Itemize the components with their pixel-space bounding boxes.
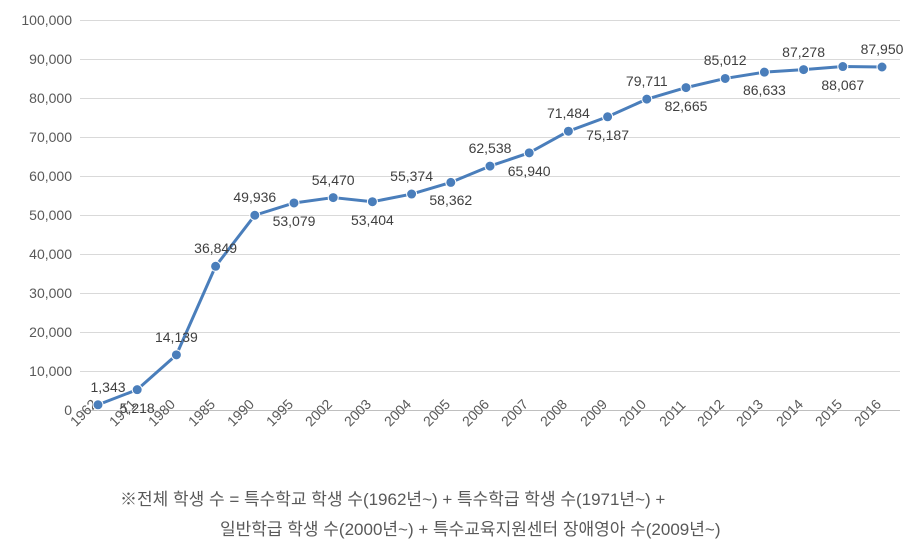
data-label: 88,067 xyxy=(821,77,864,93)
data-marker xyxy=(407,189,417,199)
data-marker xyxy=(524,148,534,158)
data-marker xyxy=(485,161,495,171)
y-tick-label: 90,000 xyxy=(2,51,72,67)
data-label: 58,362 xyxy=(429,192,472,208)
data-marker xyxy=(328,193,338,203)
data-label: 1,343 xyxy=(90,379,125,395)
data-marker xyxy=(642,94,652,104)
data-label: 55,374 xyxy=(390,168,433,184)
data-label: 87,950 xyxy=(861,41,904,57)
data-marker xyxy=(681,83,691,93)
data-label: 54,470 xyxy=(312,172,355,188)
data-marker xyxy=(799,65,809,75)
data-label: 5,218 xyxy=(120,400,155,416)
data-marker xyxy=(367,197,377,207)
data-label: 85,012 xyxy=(704,52,747,68)
data-label: 86,633 xyxy=(743,82,786,98)
data-marker xyxy=(93,400,103,410)
data-label: 53,079 xyxy=(273,213,316,229)
y-tick-label: 80,000 xyxy=(2,90,72,106)
data-marker xyxy=(603,112,613,122)
data-marker xyxy=(877,62,887,72)
data-label: 82,665 xyxy=(665,98,708,114)
y-tick-label: 60,000 xyxy=(2,168,72,184)
data-label: 53,404 xyxy=(351,212,394,228)
data-marker xyxy=(446,177,456,187)
y-tick-label: 30,000 xyxy=(2,285,72,301)
series-line xyxy=(80,20,900,410)
y-tick-label: 20,000 xyxy=(2,324,72,340)
data-label: 14,139 xyxy=(155,329,198,345)
y-tick-label: 100,000 xyxy=(2,12,72,28)
plot-area: 010,00020,00030,00040,00050,00060,00070,… xyxy=(80,20,900,410)
data-label: 71,484 xyxy=(547,105,590,121)
data-label: 79,711 xyxy=(626,73,668,89)
data-label: 75,187 xyxy=(586,127,629,143)
y-tick-label: 70,000 xyxy=(2,129,72,145)
footer-note-line2: 일반학급 학생 수(2000년~) + 특수교육지원센터 장애영아 수(2009… xyxy=(220,515,720,540)
data-label: 36,849 xyxy=(194,240,237,256)
data-label: 49,936 xyxy=(233,189,276,205)
data-marker xyxy=(759,67,769,77)
data-marker xyxy=(250,210,260,220)
footer-note-line1: ※전체 학생 수 = 특수학교 학생 수(1962년~) + 특수학급 학생 수… xyxy=(120,485,665,510)
data-label: 65,940 xyxy=(508,163,551,179)
data-marker xyxy=(211,261,221,271)
line-chart: 0 10,000 20,000 30,000 40,000 50,000 60,000 70,… xyxy=(0,0,920,547)
y-tick-label: 0 xyxy=(2,402,72,418)
data-marker xyxy=(171,350,181,360)
y-tick-label: 10,000 xyxy=(2,363,72,379)
data-marker xyxy=(838,62,848,72)
data-marker xyxy=(720,73,730,83)
data-marker xyxy=(132,385,142,395)
y-tick-label: 50,000 xyxy=(2,207,72,223)
y-tick-label: 40,000 xyxy=(2,246,72,262)
data-label: 62,538 xyxy=(469,140,512,156)
data-marker xyxy=(563,126,573,136)
data-label: 87,278 xyxy=(782,44,825,60)
data-marker xyxy=(289,198,299,208)
